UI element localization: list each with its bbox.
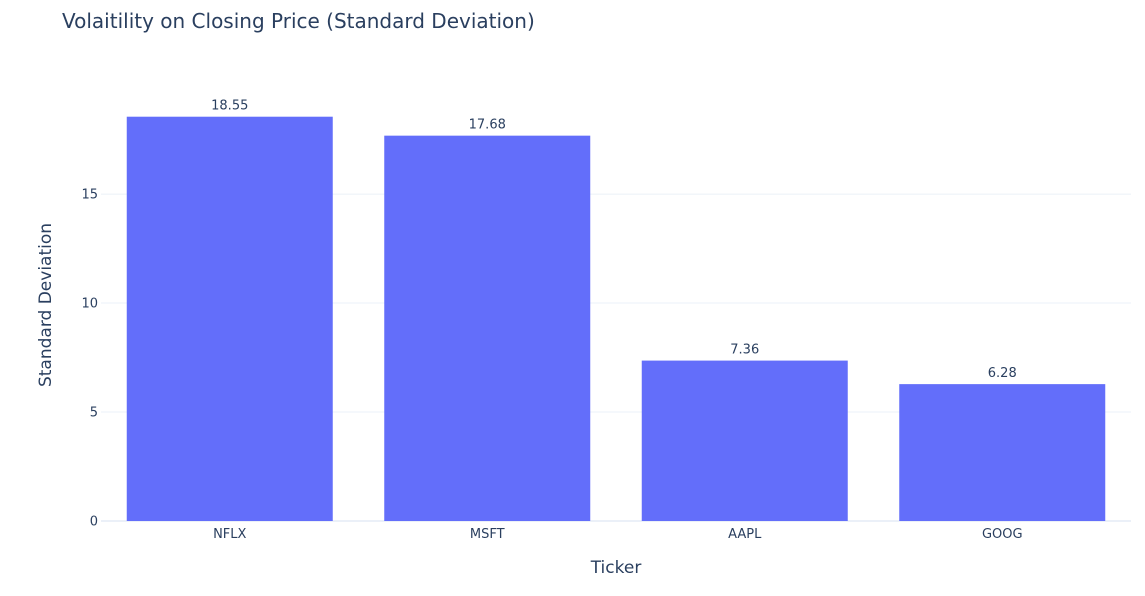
y-axis-title: Standard Deviation — [36, 223, 56, 387]
chart-title: Volaitility on Closing Price (Standard D… — [62, 9, 535, 33]
x-tick-label: NFLX — [213, 527, 246, 542]
x-tick-label: AAPL — [728, 527, 762, 542]
bar — [384, 135, 591, 521]
bar-value-label: 6.28 — [988, 366, 1017, 381]
bar — [126, 116, 333, 521]
y-tick-label: 5 — [90, 406, 98, 421]
x-tick-label: MSFT — [470, 527, 505, 542]
bar-labels-layer: 18.55 17.68 7.36 6.28 — [211, 99, 1017, 381]
x-ticks-layer: NFLX MSFT AAPL GOOG — [213, 527, 1022, 542]
x-tick-label: GOOG — [982, 527, 1023, 542]
y-tick-label: 0 — [90, 515, 98, 530]
y-ticks-layer: 0 5 10 15 — [81, 188, 98, 530]
y-tick-label: 10 — [81, 297, 98, 312]
bar-value-label: 7.36 — [730, 343, 759, 358]
x-axis-title: Ticker — [590, 558, 642, 578]
bar-value-label: 18.55 — [211, 99, 248, 114]
bars-layer — [126, 116, 1106, 521]
bar — [641, 360, 848, 521]
y-tick-label: 15 — [81, 188, 98, 203]
bar — [899, 384, 1106, 521]
bar-value-label: 17.68 — [469, 118, 506, 133]
